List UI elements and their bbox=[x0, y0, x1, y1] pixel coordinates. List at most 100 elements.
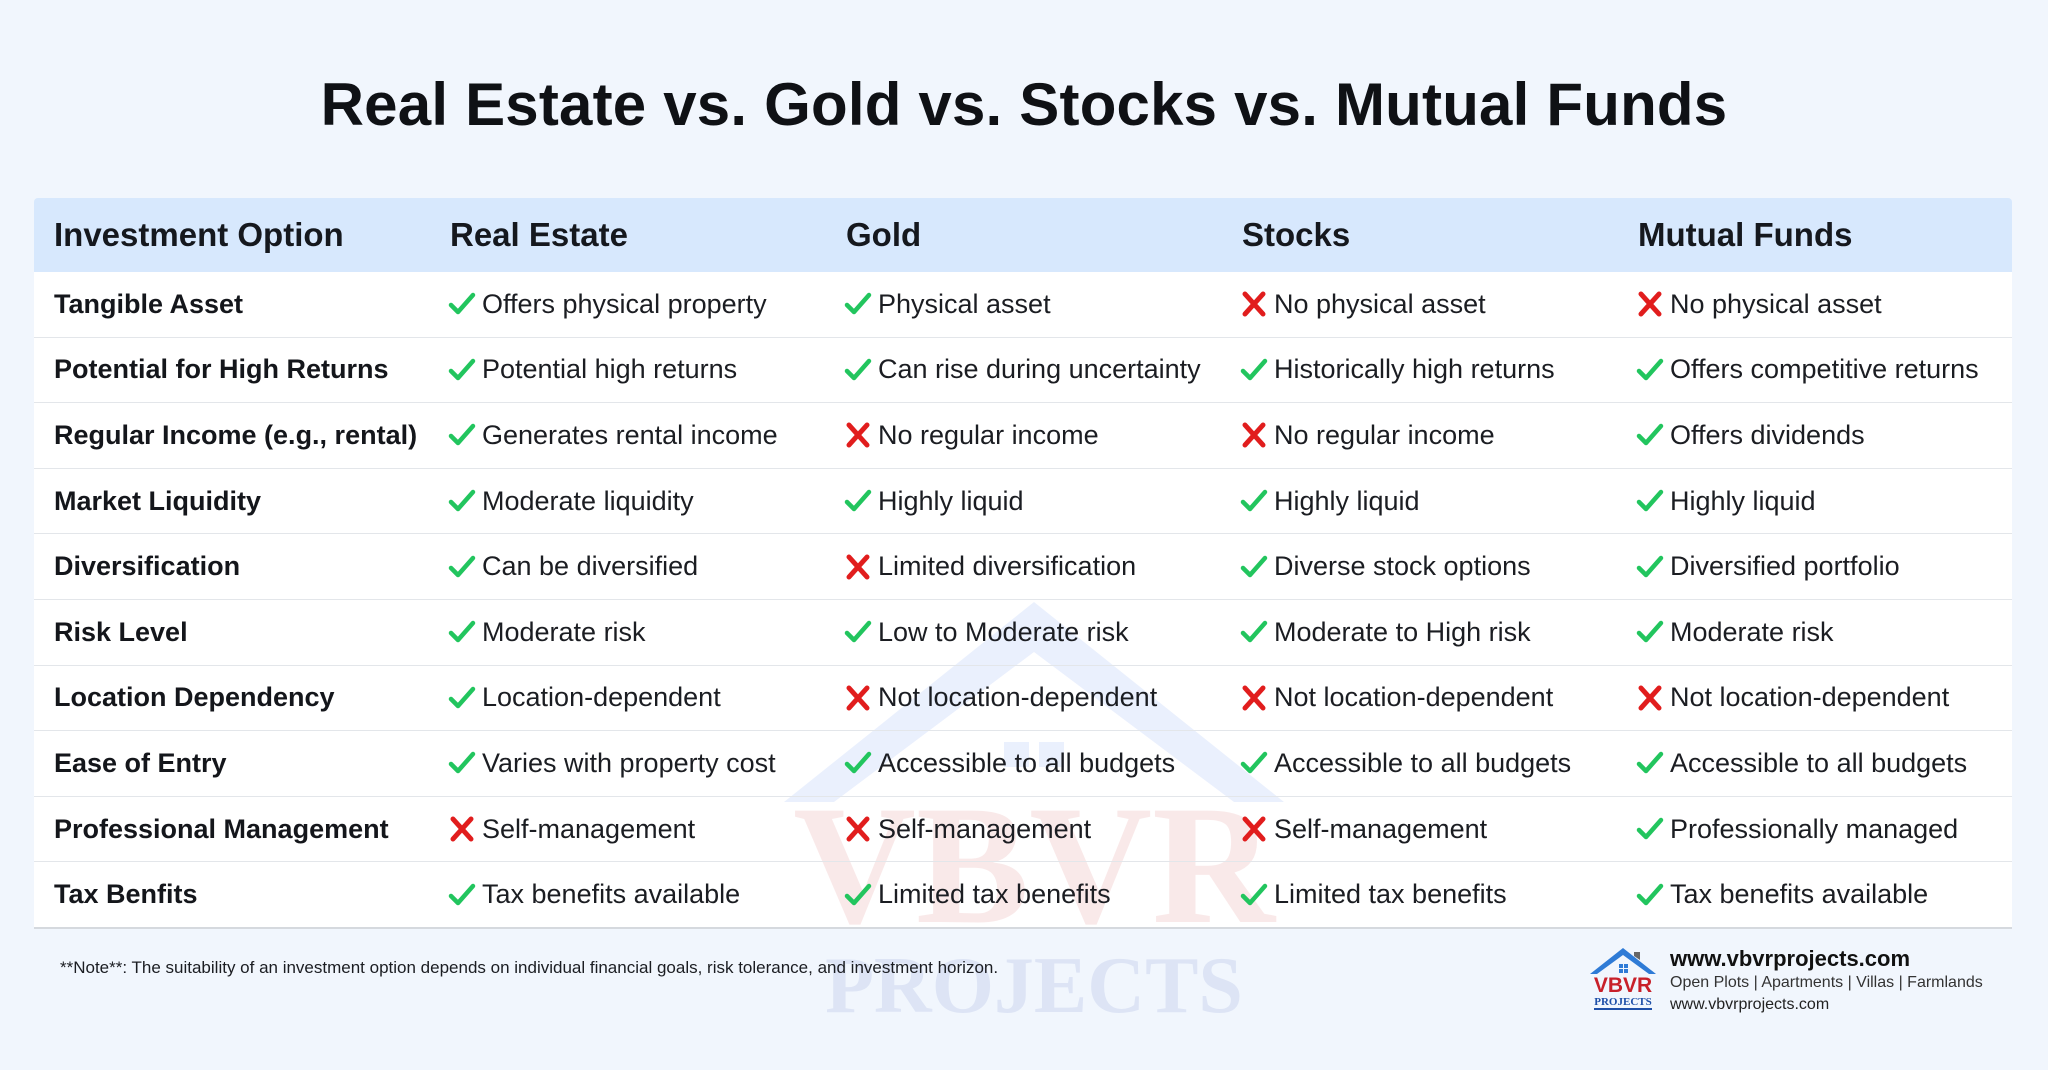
cell-text: Moderate liquidity bbox=[482, 485, 694, 516]
cell-text: Offers competitive returns bbox=[1670, 354, 1979, 385]
check-icon bbox=[1636, 883, 1664, 905]
check-icon bbox=[448, 489, 476, 512]
row-label: Tax Benfits bbox=[54, 879, 198, 910]
cell-text: Low to Moderate risk bbox=[878, 616, 1129, 647]
cell-gold: Highly liquid bbox=[826, 486, 1222, 517]
cell-stocks: Not location-dependent bbox=[1222, 682, 1618, 713]
cell-gold: Limited tax benefits bbox=[826, 879, 1222, 910]
cell-gold: Low to Moderate risk bbox=[826, 617, 1222, 648]
table-body: VBVR PROJECTS Tangible Asset Offers phys… bbox=[34, 272, 2012, 1030]
brand-website[interactable]: www.vbvrprojects.com bbox=[1670, 946, 1911, 971]
cell-text: No physical asset bbox=[1670, 288, 1882, 319]
cell-gold: Physical asset bbox=[826, 289, 1222, 320]
cell-real-estate: Location-dependent bbox=[430, 682, 826, 713]
header-investment-option: Investment Option bbox=[54, 216, 344, 253]
cell-stocks: Highly liquid bbox=[1222, 486, 1618, 517]
cell-stocks: Moderate to High risk bbox=[1222, 617, 1618, 648]
cell-text: Limited diversification bbox=[878, 551, 1137, 582]
cell-text: Moderate to High risk bbox=[1274, 616, 1531, 647]
cell-text: Generates rental income bbox=[482, 419, 778, 450]
cross-icon bbox=[1242, 816, 1266, 842]
cross-icon bbox=[846, 554, 870, 580]
check-icon bbox=[1240, 621, 1268, 643]
check-icon bbox=[448, 358, 476, 381]
cell-text: Accessible to all budgets bbox=[1670, 747, 1968, 778]
brand-services: Open Plots | Apartments | Villas | Farml… bbox=[1670, 974, 1983, 991]
cell-text: Not location-dependent bbox=[1274, 682, 1554, 713]
check-icon bbox=[1240, 489, 1268, 512]
cell-stocks: No physical asset bbox=[1222, 289, 1618, 320]
table-row-4: Market Liquidity Moderate liquidity Highl… bbox=[34, 469, 2012, 535]
check-icon bbox=[448, 752, 476, 774]
row-label: Location Dependency bbox=[54, 682, 335, 713]
cell-gold: Can rise during uncertainty bbox=[826, 354, 1222, 385]
cell-real-estate: Generates rental income bbox=[430, 420, 826, 451]
cell-text: Physical asset bbox=[878, 288, 1051, 319]
cell-text: Accessible to all budgets bbox=[1274, 747, 1572, 778]
cell-gold: Limited diversification bbox=[826, 551, 1222, 582]
header-real-estate: Real Estate bbox=[450, 216, 628, 253]
check-icon bbox=[844, 621, 872, 643]
table-row-3: Regular Income (e.g., rental) Generates … bbox=[34, 403, 2012, 469]
cross-icon bbox=[450, 816, 474, 842]
cross-icon bbox=[1242, 685, 1266, 711]
cell-text: Varies with property cost bbox=[482, 747, 776, 778]
cell-real-estate: Moderate liquidity bbox=[430, 486, 826, 517]
row-label: Market Liquidity bbox=[54, 485, 262, 516]
cell-mutual-funds: Diversified portfolio bbox=[1618, 551, 2012, 582]
cell-text: Highly liquid bbox=[878, 485, 1024, 516]
check-icon bbox=[1636, 621, 1664, 643]
cell-mutual-funds: Moderate risk bbox=[1618, 617, 2012, 648]
check-icon bbox=[844, 883, 872, 905]
cell-real-estate: Offers physical property bbox=[430, 289, 826, 320]
cell-text: Limited tax benefits bbox=[1274, 879, 1507, 910]
table-row-10: Tax Benfits Tax benefits available Limite… bbox=[34, 862, 2012, 929]
cell-stocks: Self-management bbox=[1222, 814, 1618, 845]
check-icon bbox=[1636, 555, 1664, 577]
comparison-table: Investment Option Real Estate Gold Stock… bbox=[34, 198, 2012, 1030]
table-row-8: Ease of Entry Varies with property cost A… bbox=[34, 731, 2012, 797]
table-row-5: Diversification Can be diversified Limite… bbox=[34, 534, 2012, 600]
cell-text: Diversified portfolio bbox=[1670, 551, 1900, 582]
cell-real-estate: Can be diversified bbox=[430, 551, 826, 582]
cell-text: Highly liquid bbox=[1670, 485, 1816, 516]
cell-mutual-funds: No physical asset bbox=[1618, 289, 2012, 320]
header-mutual-funds: Mutual Funds bbox=[1638, 216, 1853, 253]
table-row-7: Location Dependency Location-dependent No… bbox=[34, 666, 2012, 732]
row-label: Risk Level bbox=[54, 616, 188, 647]
table-row-9: Professional Management Self-management S… bbox=[34, 797, 2012, 863]
row-label: Diversification bbox=[54, 551, 241, 582]
check-icon bbox=[1240, 358, 1268, 381]
check-icon bbox=[1636, 424, 1664, 446]
cell-text: No regular income bbox=[878, 419, 1099, 450]
table-header: Investment Option Real Estate Gold Stock… bbox=[34, 198, 2012, 272]
check-icon bbox=[1636, 817, 1664, 840]
cell-text: Location-dependent bbox=[482, 682, 721, 713]
cell-real-estate: Tax benefits available bbox=[430, 879, 826, 910]
cell-text: No physical asset bbox=[1274, 288, 1486, 319]
svg-text:PROJECTS: PROJECTS bbox=[825, 942, 1243, 1030]
cross-icon bbox=[1242, 422, 1266, 448]
cell-stocks: Accessible to all budgets bbox=[1222, 748, 1618, 779]
cell-mutual-funds: Offers dividends bbox=[1618, 420, 2012, 451]
cell-text: Offers dividends bbox=[1670, 419, 1865, 450]
vbvr-logo-icon: VBVR PROJECTS bbox=[1590, 948, 1656, 1010]
cell-text: Self-management bbox=[482, 813, 696, 844]
page-title: Real Estate vs. Gold vs. Stocks vs. Mutu… bbox=[320, 71, 1728, 138]
cell-text: No regular income bbox=[1274, 419, 1495, 450]
cross-icon bbox=[1638, 291, 1662, 317]
cell-real-estate: Self-management bbox=[430, 814, 826, 845]
cell-text: Not location-dependent bbox=[1670, 682, 1950, 713]
cell-gold: Not location-dependent bbox=[826, 682, 1222, 713]
check-icon bbox=[1636, 358, 1664, 381]
cross-icon bbox=[846, 816, 870, 842]
cross-icon bbox=[846, 422, 870, 448]
check-icon bbox=[844, 358, 872, 381]
brand-website-small[interactable]: www.vbvrprojects.com bbox=[1670, 996, 1830, 1013]
cell-text: Tax benefits available bbox=[482, 879, 741, 910]
cell-text: Accessible to all budgets bbox=[878, 747, 1176, 778]
cell-text: Self-management bbox=[1274, 813, 1488, 844]
cell-stocks: Limited tax benefits bbox=[1222, 879, 1618, 910]
cell-mutual-funds: Accessible to all budgets bbox=[1618, 748, 2012, 779]
svg-text:VBVR: VBVR bbox=[1594, 974, 1652, 997]
